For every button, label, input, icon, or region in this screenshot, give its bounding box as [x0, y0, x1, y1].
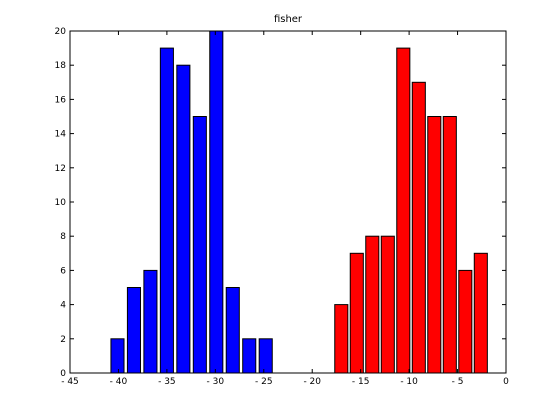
y-tick-label: 10 — [55, 198, 67, 208]
y-tick-label: 12 — [55, 164, 66, 174]
bar-series-1-7 — [442, 116, 457, 374]
bars-layer — [110, 30, 488, 374]
y-tick-label: 18 — [55, 61, 67, 71]
y-tick-label: 20 — [55, 27, 67, 37]
y-tick-label: 16 — [55, 95, 67, 105]
bar-series-0-4 — [176, 64, 191, 374]
x-tick-label: - 20 — [303, 377, 321, 387]
bar-series-1-1 — [349, 252, 364, 374]
bar-series-0-7 — [225, 287, 240, 374]
x-tick-label: - 40 — [110, 377, 128, 387]
x-tick-label: - 35 — [158, 377, 176, 387]
bar-series-0-8 — [242, 338, 257, 374]
x-tick-label: - 30 — [207, 377, 225, 387]
bar-series-1-5 — [411, 81, 426, 374]
bar-series-1-3 — [380, 235, 395, 374]
bar-series-1-2 — [365, 235, 380, 374]
bar-series-1-9 — [473, 252, 488, 374]
x-tick-label: - 45 — [61, 377, 79, 387]
y-tick-label: 4 — [60, 301, 66, 311]
bar-series-0-9 — [258, 338, 273, 374]
bar-series-0-2 — [143, 269, 158, 374]
bar-series-0-0 — [110, 338, 125, 374]
x-tick-label: - 25 — [255, 377, 273, 387]
bar-series-1-8 — [458, 269, 473, 374]
x-tick-label: - 5 — [452, 377, 464, 387]
y-tick-label: 0 — [60, 369, 66, 379]
bar-series-0-5 — [192, 116, 207, 374]
bar-series-0-6 — [209, 30, 224, 374]
x-tick-label: 0 — [503, 377, 509, 387]
bar-series-1-6 — [427, 116, 442, 374]
bar-series-0-3 — [159, 47, 174, 374]
y-tick-label: 6 — [60, 266, 66, 276]
bar-series-0-1 — [126, 287, 141, 374]
y-tick-label: 8 — [60, 232, 66, 242]
y-tick-label: 14 — [55, 130, 67, 140]
chart-title: fisher — [274, 14, 303, 25]
bar-series-1-0 — [334, 304, 349, 374]
ticks-layer: - 45 - 40 - 35 - 30 - 25 - 20 - 15 - 10 - 5 0 0 2 4 6… — [55, 27, 510, 387]
x-tick-label: - 10 — [400, 377, 418, 387]
bar-series-1-4 — [396, 47, 411, 374]
y-tick-label: 2 — [60, 335, 66, 345]
x-tick-label: - 15 — [352, 377, 370, 387]
